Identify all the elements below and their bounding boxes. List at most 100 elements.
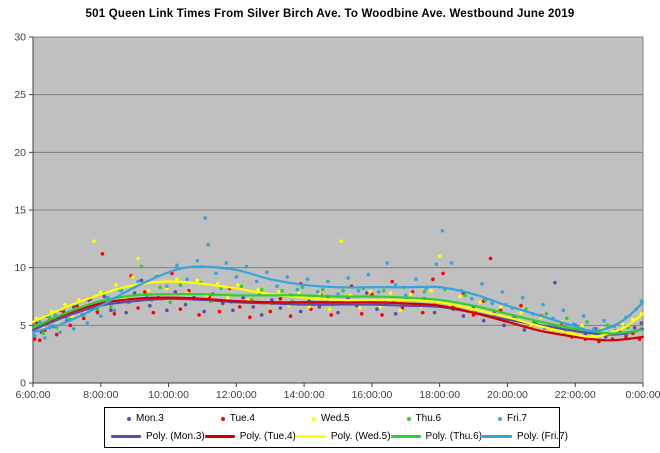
- x-tick-label: 6:00:00: [15, 389, 50, 401]
- data-point: [217, 309, 222, 314]
- data-point: [358, 306, 362, 310]
- y-tick-label: 0: [20, 378, 26, 390]
- data-point: [165, 284, 169, 288]
- data-point: [265, 270, 269, 275]
- data-point: [139, 264, 144, 269]
- data-point: [441, 271, 445, 276]
- data-point: [48, 315, 52, 320]
- data-point: [254, 279, 259, 284]
- data-point: [37, 338, 42, 343]
- data-point: [298, 309, 303, 314]
- data-point: [259, 287, 264, 292]
- data-point: [300, 285, 305, 290]
- data-point: [307, 305, 311, 309]
- data-point: [440, 228, 445, 233]
- data-point: [119, 288, 123, 293]
- data-point: [437, 254, 442, 258]
- data-point: [259, 313, 264, 317]
- data-point: [202, 309, 206, 314]
- data-point: [173, 290, 178, 294]
- legend-marker-icon: [311, 416, 316, 421]
- legend-marker-icon: [406, 416, 411, 421]
- data-point: [280, 288, 284, 293]
- data-point: [124, 310, 128, 315]
- data-point: [285, 275, 289, 279]
- data-point: [226, 295, 230, 300]
- data-point: [498, 305, 503, 309]
- data-point: [398, 308, 403, 313]
- data-point: [92, 239, 96, 243]
- data-point: [380, 313, 384, 317]
- data-point: [381, 288, 386, 293]
- data-point: [553, 280, 557, 285]
- data-point: [295, 287, 300, 292]
- y-tick-label: 25: [14, 89, 26, 101]
- data-point: [256, 287, 261, 292]
- legend-item-poly-Wed.5: Poly. (Wed.5): [295, 431, 391, 442]
- data-point: [278, 297, 283, 301]
- data-point: [305, 277, 310, 282]
- data-point: [219, 286, 223, 291]
- data-point: [434, 262, 439, 267]
- data-point: [365, 291, 369, 295]
- data-point: [178, 307, 183, 311]
- data-point: [224, 261, 228, 265]
- data-point: [136, 279, 140, 284]
- legend-line-icon: [204, 434, 235, 438]
- data-point: [356, 288, 361, 293]
- legend-item-poly-Mon.3: Poly. (Mon.3): [111, 431, 205, 442]
- data-point: [522, 328, 527, 332]
- data-point: [368, 290, 372, 294]
- data-point: [183, 302, 188, 307]
- data-point: [480, 282, 484, 286]
- legend-item-Wed.5: Wed.5: [296, 413, 391, 424]
- data-point: [359, 312, 364, 316]
- plot-canvas: 0 5 10 15 20 25 30 6:00:00 8:00:00 10:00:00 12:00:…: [14, 32, 660, 402]
- data-point: [32, 333, 37, 338]
- data-point: [519, 310, 523, 315]
- data-point: [541, 302, 545, 307]
- data-point: [53, 313, 57, 317]
- data-point: [241, 295, 245, 300]
- data-point: [203, 216, 207, 220]
- data-point: [251, 305, 256, 309]
- x-tick-label: 10:00:00: [148, 389, 189, 401]
- data-point: [393, 312, 398, 316]
- data-point: [639, 321, 644, 325]
- data-point: [602, 318, 606, 323]
- x-tick-label: 14:00:00: [284, 389, 325, 401]
- data-point: [500, 290, 505, 294]
- data-point: [561, 308, 566, 313]
- legend-item-Mon.3: Mon.3: [111, 413, 205, 424]
- data-point: [54, 332, 59, 337]
- data-point: [165, 308, 169, 313]
- data-point: [463, 293, 467, 298]
- legend-line-icon: [390, 434, 421, 438]
- data-point: [488, 256, 493, 261]
- data-point: [68, 323, 73, 328]
- data-point: [114, 283, 118, 287]
- data-point: [470, 297, 474, 301]
- legend-label: Poly. (Fri.7): [517, 430, 568, 442]
- data-point: [346, 276, 350, 280]
- data-point: [244, 264, 249, 269]
- data-point: [564, 316, 569, 321]
- data-point: [327, 307, 332, 311]
- data-point: [178, 283, 183, 287]
- data-point: [478, 300, 483, 305]
- data-point: [43, 336, 47, 340]
- data-point: [148, 303, 152, 308]
- data-point: [502, 323, 506, 328]
- data-point: [131, 275, 135, 279]
- data-point: [206, 242, 211, 247]
- data-point: [109, 308, 113, 313]
- data-point: [276, 290, 281, 294]
- data-point: [71, 305, 76, 309]
- data-point: [158, 285, 162, 290]
- x-tick-label: 20:00:00: [487, 389, 528, 401]
- data-point: [420, 310, 425, 315]
- data-point: [248, 315, 252, 320]
- x-tick-label: 16:00:00: [351, 389, 392, 401]
- data-point: [63, 302, 67, 307]
